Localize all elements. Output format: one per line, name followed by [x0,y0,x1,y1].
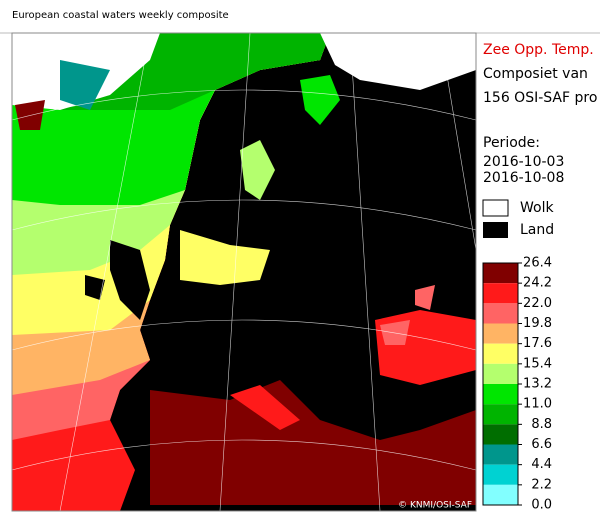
cloud-label: Wolk [520,200,554,216]
scale-bin [483,444,518,465]
scale-bin [483,263,518,284]
period-start: 2016-10-03 [483,154,564,170]
period-end: 2016-10-08 [483,170,564,186]
map: © KNMI/OSI-SAF [11,32,477,512]
credit: © KNMI/OSI-SAF [398,501,472,511]
scale-tick-label: 26.4 [523,256,552,271]
legend-line: Composiet van [483,66,588,82]
scale-tick-label: 24.2 [523,276,552,291]
scale-tick-label: 17.6 [523,336,552,351]
cloud-swatch [482,199,509,217]
page-title: European coastal waters weekly composite [12,10,229,21]
scale-tick-label: 4.4 [531,457,552,472]
scale-tick-label: 6.6 [531,437,552,452]
scale-tick-label: 13.2 [523,377,552,392]
scale-tick-label: 15.4 [523,356,552,371]
scale-tick-label: 0.0 [531,498,552,513]
scale-bin [483,283,518,304]
scale-tick-label: 11.0 [523,397,552,412]
scale-tick-label: 22.0 [523,296,552,311]
legend-line: 156 OSI-SAF pro [483,90,597,106]
period-label: Periode: [483,135,540,151]
scale-tick-label: 2.2 [531,477,552,492]
scale-bin [483,384,518,405]
scale-bin [483,303,518,324]
land-swatch [483,222,508,238]
scale-bin [483,404,518,425]
scale-bin [483,464,518,485]
scale-tick-label: 8.8 [531,417,552,432]
scale-bin [483,323,518,344]
legend-title: Zee Opp. Temp. [483,42,594,58]
scale-bin [483,484,518,505]
land-label: Land [520,222,554,238]
scale-bin [483,424,518,445]
scale-tick-label: 19.8 [523,316,552,331]
scale-bin [483,363,518,384]
scale-bin [483,343,518,364]
